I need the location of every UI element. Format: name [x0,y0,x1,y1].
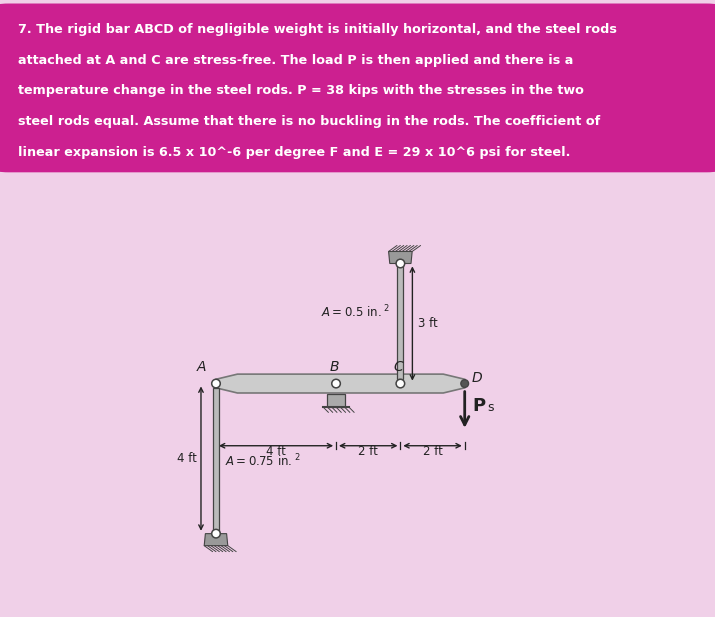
Bar [213,388,219,534]
Circle shape [461,379,468,387]
Text: D: D [471,371,482,385]
Circle shape [212,379,220,388]
Text: linear expansion is 6.5 x 10^-6 per degree F and E = 29 x 10^6 psi for steel.: linear expansion is 6.5 x 10^-6 per degr… [18,146,571,159]
Polygon shape [204,534,228,545]
Text: 2 ft: 2 ft [358,445,378,458]
Text: B: B [329,360,339,374]
Polygon shape [216,374,465,393]
Circle shape [396,259,405,268]
Circle shape [396,379,405,388]
Text: 3 ft: 3 ft [418,317,438,330]
Text: C: C [393,360,403,374]
Polygon shape [388,252,412,263]
Circle shape [332,379,340,388]
Bar [398,263,403,379]
Text: s: s [487,402,493,415]
Text: 7. The rigid bar ABCD of negligible weight is initially horizontal, and the stee: 7. The rigid bar ABCD of negligible weig… [18,23,617,36]
Bar [327,394,345,407]
Text: A: A [197,360,207,374]
Text: temperature change in the steel rods. P = 38 kips with the stresses in the two: temperature change in the steel rods. P … [18,85,583,97]
Text: attached at A and C are stress-free. The load P is then applied and there is a: attached at A and C are stress-free. The… [18,54,573,67]
Text: $A = 0.75\ \mathrm{in.}^2$: $A = 0.75\ \mathrm{in.}^2$ [225,452,300,469]
Text: $A = 0.5\ \mathrm{in.}^2$: $A = 0.5\ \mathrm{in.}^2$ [321,304,390,320]
FancyBboxPatch shape [0,4,715,172]
Text: P: P [473,397,485,415]
Text: 4 ft: 4 ft [177,452,197,465]
Text: 2 ft: 2 ft [423,445,443,458]
Circle shape [212,529,220,538]
Text: steel rods equal. Assume that there is no buckling in the rods. The coefficient : steel rods equal. Assume that there is n… [18,115,600,128]
Text: 4 ft: 4 ft [266,445,286,458]
